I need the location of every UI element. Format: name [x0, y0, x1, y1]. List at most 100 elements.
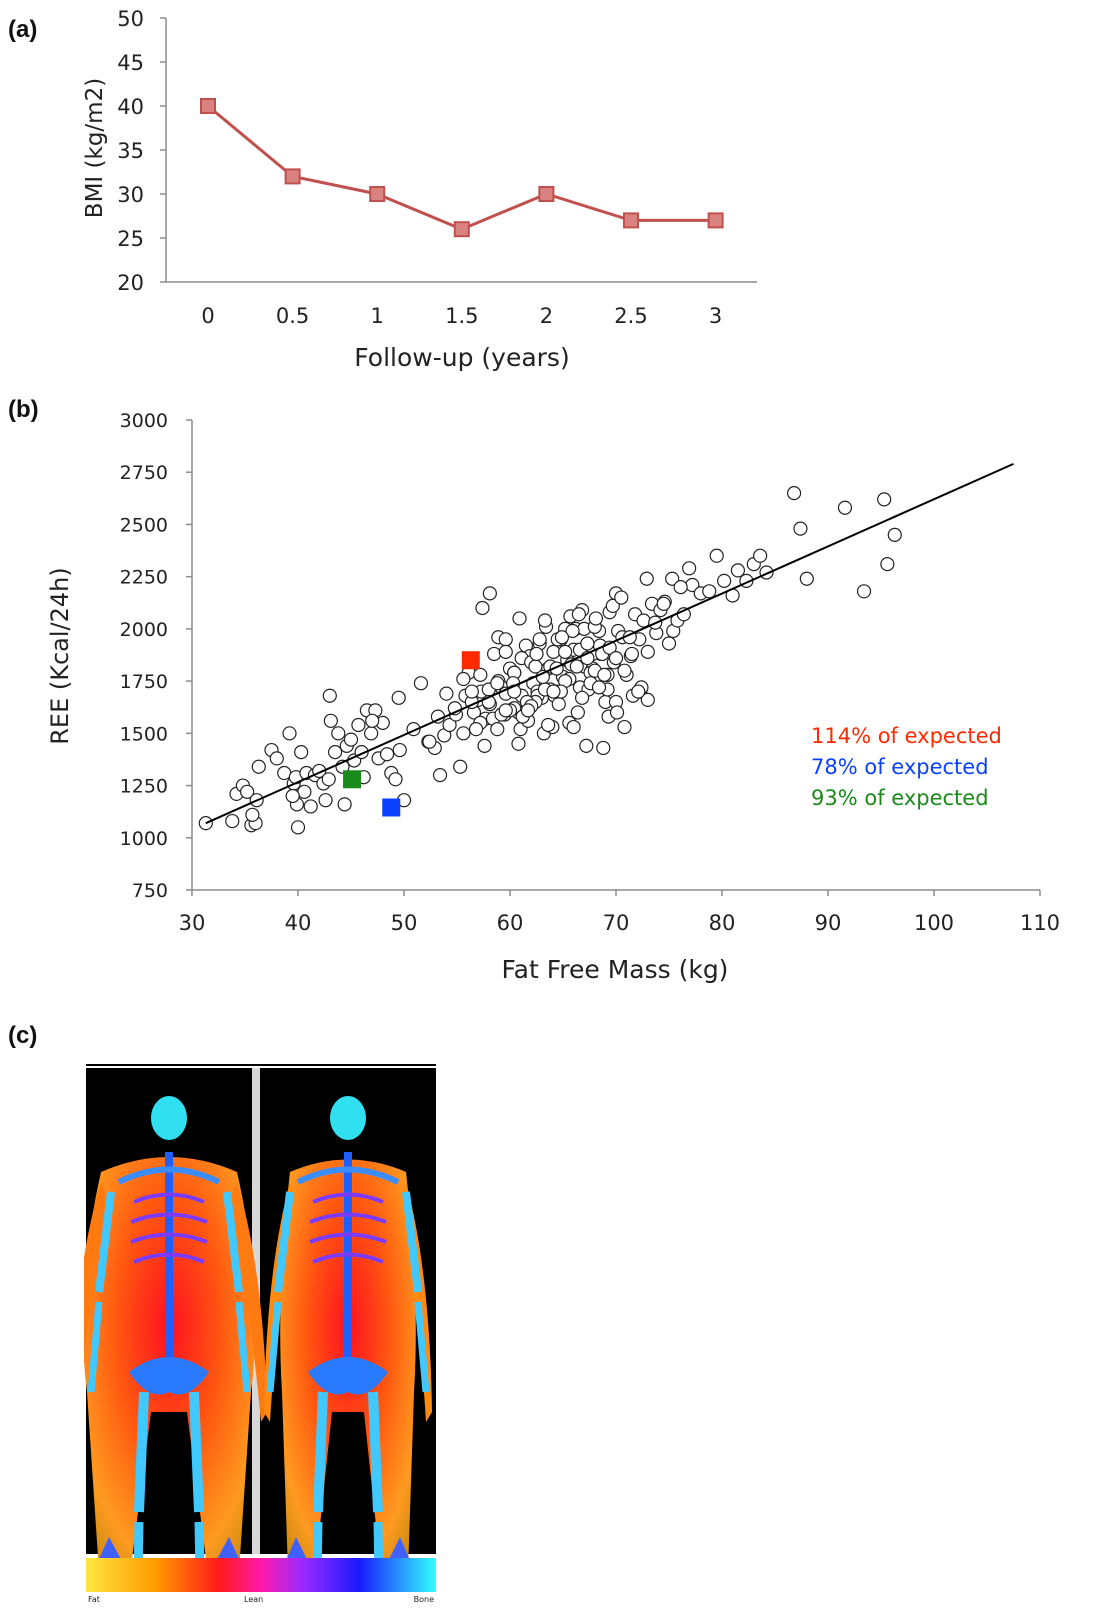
scatter-point — [730, 563, 746, 578]
scatter-point — [413, 676, 429, 691]
scatter-point — [624, 646, 640, 662]
x-tick-label-b: 70 — [603, 911, 630, 935]
scatter-point — [290, 820, 306, 835]
scatter-point — [617, 719, 632, 735]
scatter-point — [321, 772, 336, 787]
scatter-point — [554, 630, 570, 645]
line-series-a — [200, 98, 724, 238]
y-tick-label-b: 2000 — [120, 619, 168, 641]
scatter-point — [432, 768, 448, 783]
dexa-color-legend — [86, 1558, 436, 1592]
y-axis-label-a: BMI (kg/m2) — [82, 78, 108, 218]
scatter-point — [477, 738, 492, 753]
bmi-point — [707, 212, 724, 229]
scatter-point — [468, 722, 484, 737]
y-axis-label-b: REE (Kcal/24h) — [46, 567, 74, 745]
dexa-figure-before — [84, 1096, 267, 1604]
scatter-point — [456, 726, 471, 741]
scatter-point — [617, 663, 632, 678]
scatter-point — [661, 636, 677, 651]
scatter-point — [709, 548, 724, 563]
scatter-point — [682, 561, 697, 576]
x-tick-label-a: 1 — [371, 304, 384, 328]
scatter-point — [475, 600, 490, 616]
scatter-point — [482, 586, 497, 601]
scatter-point — [640, 692, 655, 708]
y-tick-label-a: 35 — [117, 139, 144, 163]
y-tick-label-b: 1000 — [120, 828, 168, 850]
scatter-point — [277, 765, 292, 781]
y-axis-a: 20 25 30 35 40 45 50 0 0.5 1 1.5 2 2.5 3 — [117, 7, 757, 328]
scatter-point — [566, 719, 581, 735]
bmi-point — [623, 212, 639, 229]
scatter-point — [487, 646, 502, 662]
scatter-point — [442, 717, 457, 733]
scatter-point — [391, 690, 406, 705]
bmi-point — [284, 168, 301, 185]
y-tick-label-a: 40 — [117, 95, 144, 119]
scatter-point — [511, 736, 526, 751]
x-tick-label-b: 30 — [179, 911, 206, 935]
x-tick-label-b: 100 — [914, 911, 954, 935]
scatter-point — [665, 571, 680, 586]
scatter-point — [343, 732, 359, 747]
scatter-point — [786, 486, 802, 501]
scatter-point — [596, 740, 611, 756]
scatter-point — [337, 797, 352, 812]
x-tick-label-a: 3 — [709, 304, 722, 328]
scatter-point — [609, 705, 625, 720]
scatter-point — [269, 751, 284, 766]
scatter-point — [753, 548, 768, 563]
scatter-point — [887, 527, 902, 542]
scatter-point — [453, 759, 468, 774]
highlight-point — [382, 798, 401, 817]
scatter-point — [591, 680, 607, 695]
scatter-point — [318, 793, 333, 808]
scatter-point — [473, 667, 488, 682]
dexa-scan-image: Fat Lean Bone — [84, 1062, 438, 1604]
scatter-point — [569, 659, 584, 674]
scatter-point — [570, 705, 585, 720]
bmi-point — [200, 98, 216, 114]
scatter-point — [512, 611, 527, 626]
highlight-point — [343, 770, 362, 789]
x-axis-label-b: Fat Free Mass (kg) — [502, 955, 729, 984]
scatter-point — [880, 557, 895, 572]
scatter-point — [328, 745, 343, 760]
scatter-point — [498, 703, 513, 718]
scatter-point — [856, 584, 872, 599]
scatter-point — [464, 684, 479, 699]
legend-label-lean: Lean — [244, 1595, 263, 1604]
scatter-point — [579, 738, 594, 753]
x-tick-label-b: 60 — [497, 911, 524, 935]
y-tick-label-a: 50 — [117, 7, 144, 31]
scatter-point — [388, 772, 403, 787]
scatter-point — [532, 632, 547, 647]
scatter-points — [198, 462, 1014, 835]
y-tick-label-a: 20 — [117, 271, 144, 295]
scatter-point — [793, 521, 808, 536]
legend-label-fat: Fat — [88, 1595, 100, 1604]
scatter-point — [303, 799, 318, 814]
y-tick-label-b: 2250 — [120, 567, 168, 589]
bmi-series-line — [207, 104, 716, 231]
scatter-point — [546, 684, 561, 699]
scatter-point — [498, 632, 513, 647]
bmi-point — [369, 186, 386, 202]
scatter-point — [285, 788, 300, 804]
scatter-point — [656, 596, 671, 611]
x-tick-label-b: 50 — [391, 911, 418, 935]
scatter-point — [717, 573, 732, 588]
y-tick-label-b: 750 — [132, 880, 168, 902]
scatter-point — [636, 613, 651, 628]
scatter-point — [245, 807, 260, 822]
annotation-label: 93% of expected — [811, 786, 989, 810]
scatter-point — [537, 613, 553, 628]
x-tick-label-b: 80 — [709, 911, 736, 935]
scatter-point — [351, 717, 366, 733]
scatter-point — [565, 623, 580, 639]
scatter-point — [323, 713, 338, 728]
x-tick-label-a: 1.5 — [445, 304, 478, 328]
y-tick-label-a: 45 — [117, 51, 144, 75]
y-tick-label-b: 1750 — [120, 671, 168, 693]
